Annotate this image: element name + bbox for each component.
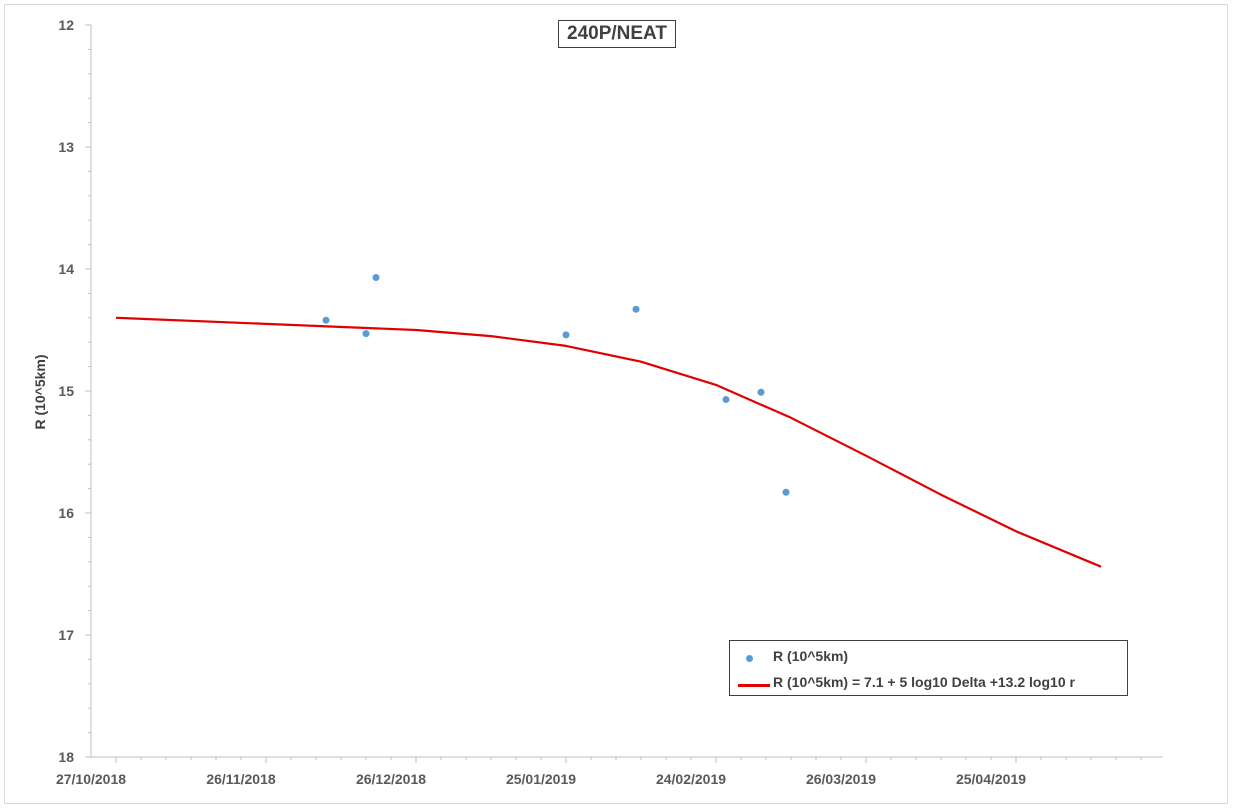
legend-marker-icon: [746, 655, 753, 662]
y-tick-label: 18: [58, 749, 74, 765]
fit-curve: [115, 316, 1102, 568]
legend-line-icon: [738, 684, 770, 687]
legend-label-fit: R (10^5km) = 7.1 + 5 log10 Delta +13.2 l…: [773, 674, 1075, 690]
x-tick-label: 25/01/2019: [506, 771, 576, 787]
x-tick-label: 24/02/2019: [656, 771, 726, 787]
axes: [85, 24, 1163, 763]
x-tick-label: 27/10/2018: [56, 771, 126, 787]
data-point: [722, 396, 730, 404]
y-tick-label: 15: [58, 383, 74, 399]
data-point: [632, 305, 640, 313]
data-point: [782, 488, 790, 496]
data-point: [562, 331, 570, 339]
y-tick-labels: 12 13 14 15 16 17 18: [58, 17, 74, 765]
y-axis-title: R (10^5km): [32, 354, 48, 429]
y-tick-label: 16: [58, 505, 74, 521]
chart-title-text: 240P/NEAT: [567, 23, 667, 44]
fit-line: [115, 316, 1102, 568]
data-points: [322, 274, 790, 496]
data-point: [757, 388, 765, 396]
y-tick-label: 17: [58, 627, 74, 643]
chart-title: 240P/NEAT: [558, 20, 676, 48]
x-tick-label: 26/12/2018: [356, 771, 426, 787]
data-point: [322, 316, 330, 324]
y-tick-label: 13: [58, 139, 74, 155]
legend: R (10^5km) R (10^5km) = 7.1 + 5 log10 De…: [729, 640, 1128, 696]
x-tick-label: 25/04/2019: [956, 771, 1026, 787]
data-point: [372, 274, 380, 282]
y-tick-label: 14: [58, 261, 74, 277]
x-tick-label: 26/03/2019: [806, 771, 876, 787]
x-tick-labels: 27/10/2018 26/11/2018 26/12/2018 25/01/2019…: [56, 771, 1026, 787]
y-tick-label: 12: [58, 17, 74, 33]
legend-label-points: R (10^5km): [773, 648, 849, 664]
data-point: [362, 330, 370, 338]
x-tick-label: 26/11/2018: [206, 771, 276, 787]
